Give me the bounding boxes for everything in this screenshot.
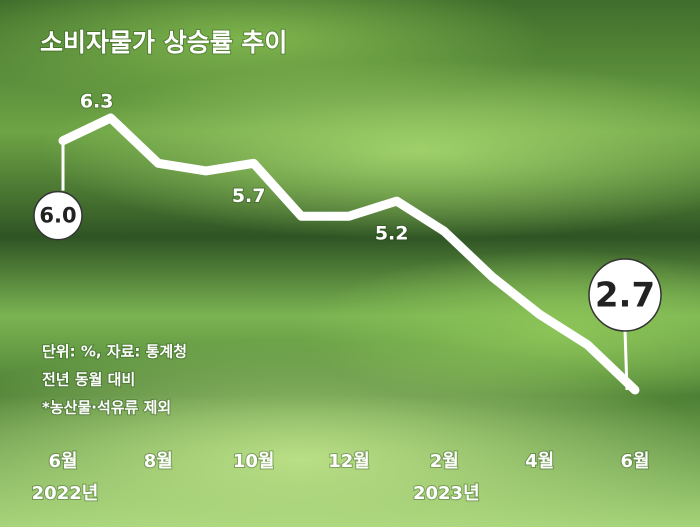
callout-bubble	[33, 190, 83, 241]
note: 전년 동월 대비	[42, 371, 135, 389]
x-tick-label: 6월	[620, 451, 649, 472]
data-line	[58, 113, 640, 395]
year-label: 2023년	[413, 483, 480, 504]
x-tick-label: 2월	[430, 451, 459, 472]
year-label: 2022년	[32, 483, 99, 504]
x-tick-label: 12월	[328, 451, 370, 472]
x-tick-label: 4월	[525, 451, 554, 472]
chart-title: 소비자물가 상승률 추이	[40, 28, 287, 57]
value-label: 6.0	[39, 204, 76, 228]
value-label: 5.7	[232, 185, 266, 207]
value-label: 5.2	[375, 223, 409, 245]
x-tick-label: 6월	[48, 451, 77, 472]
callout-bubble	[588, 258, 662, 332]
callout-tail	[623, 329, 629, 391]
value-label: 2.7	[595, 276, 655, 316]
x-tick-label: 8월	[144, 451, 173, 472]
x-tick-label: 10월	[233, 451, 275, 472]
value-label: 6.3	[80, 91, 114, 113]
note: *농산물·석유류 제외	[42, 399, 171, 417]
note: 단위: %, 자료: 통계청	[42, 343, 187, 361]
